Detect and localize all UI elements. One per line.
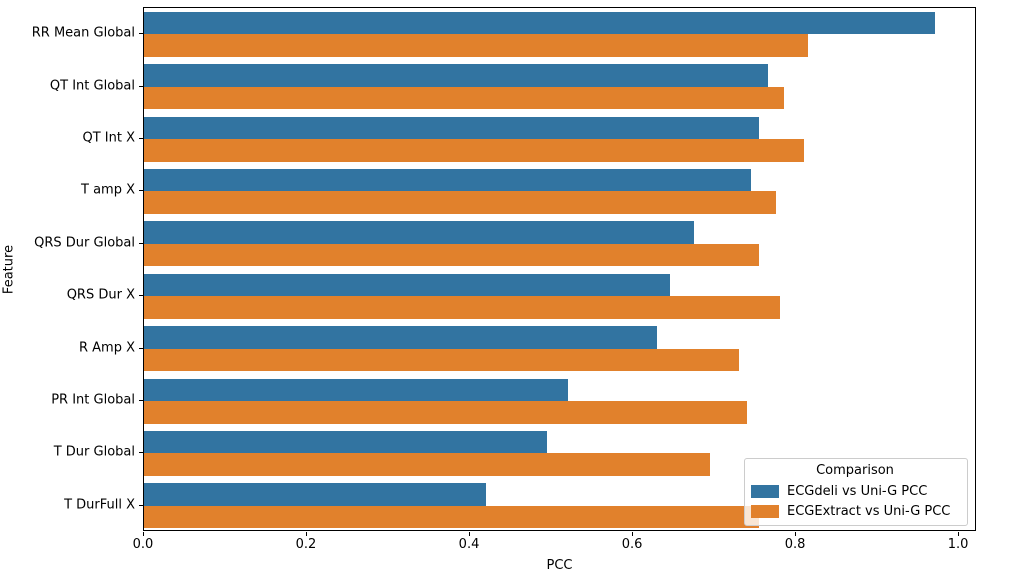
y-tick-label: QRS Dur X: [66, 287, 135, 303]
legend: Comparison ECGdeli vs Uni-G PCC ECGExtra…: [744, 458, 968, 526]
bar-orange: [144, 86, 784, 110]
y-tick-label: PR Int Global: [51, 392, 135, 408]
legend-item: ECGdeli vs Uni-G PCC: [751, 481, 959, 501]
legend-swatch-orange-icon: [751, 504, 779, 518]
y-tick-mark: [139, 400, 143, 401]
y-tick-label: QT Int Global: [49, 78, 135, 94]
x-tick-mark: [958, 532, 960, 536]
bar-blue: [144, 326, 658, 349]
x-tick-label: 0.0: [132, 537, 154, 552]
y-tick-mark: [139, 504, 143, 506]
bar-blue: [144, 116, 760, 139]
legend-item: ECGExtract vs Uni-G PCC: [751, 501, 959, 521]
y-tick-mark: [139, 242, 143, 244]
bar-orange: [144, 453, 711, 476]
x-tick-mark: [795, 532, 797, 536]
x-tick-label: 0.4: [458, 537, 480, 552]
bar-orange: [144, 139, 805, 162]
bar-orange: [144, 505, 760, 529]
bar-orange: [144, 191, 776, 214]
y-tick-label: QRS Dur Global: [34, 235, 135, 251]
bar-blue: [144, 378, 568, 401]
y-tick-mark: [139, 347, 143, 349]
y-tick-mark: [139, 295, 143, 297]
bar-blue: [144, 430, 548, 454]
bar-orange: [144, 34, 809, 57]
x-tick-mark: [143, 532, 144, 536]
y-tick-mark: [139, 190, 143, 192]
x-tick-mark: [632, 532, 634, 536]
x-axis-title: PCC: [546, 558, 573, 573]
y-tick-label: R Amp X: [78, 340, 135, 356]
bar-orange: [144, 296, 780, 319]
y-tick-label: T Dur Global: [53, 444, 135, 460]
bar-blue: [144, 221, 695, 244]
bar-orange: [144, 243, 760, 267]
x-tick-mark: [469, 532, 471, 536]
y-tick-mark: [139, 452, 143, 454]
bar-orange: [144, 401, 748, 424]
y-tick-mark: [139, 85, 143, 87]
legend-label: ECGdeli vs Uni-G PCC: [787, 483, 928, 499]
x-tick-mark: [306, 532, 307, 536]
y-tick-label: RR Mean Global: [31, 25, 135, 41]
bar-blue: [144, 273, 670, 297]
y-tick-label: T DurFull X: [64, 497, 135, 513]
y-tick-label: QT Int X: [82, 130, 135, 146]
x-tick-label: 0.6: [621, 537, 643, 552]
x-tick-label: 0.8: [784, 537, 806, 552]
bar-blue: [144, 11, 935, 35]
y-tick-mark: [139, 33, 143, 35]
x-tick-label: 0.2: [295, 537, 317, 552]
bar-orange: [144, 348, 739, 372]
bar-blue: [144, 483, 487, 506]
legend-label: ECGExtract vs Uni-G PCC: [787, 503, 951, 519]
y-axis-title: Feature: [1, 244, 17, 295]
bar-blue: [144, 168, 752, 192]
plot-area: [143, 7, 976, 531]
legend-swatch-blue-icon: [751, 484, 779, 498]
y-tick-label: T amp X: [81, 182, 135, 198]
legend-title: Comparison: [816, 463, 894, 478]
bar-blue: [144, 64, 768, 87]
y-tick-mark: [139, 138, 143, 139]
x-tick-label: 1.0: [947, 537, 969, 552]
